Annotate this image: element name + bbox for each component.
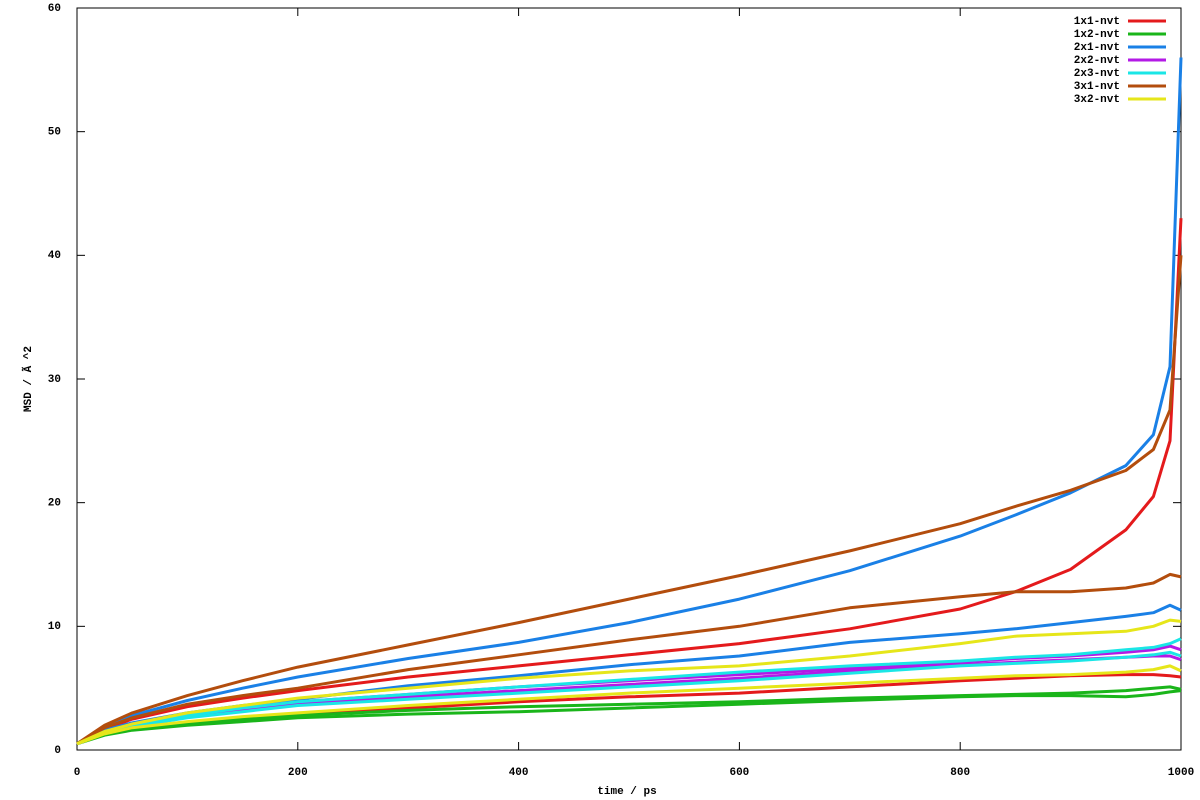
y-tick-label: 30 [48, 374, 61, 386]
x-tick-label: 0 [74, 767, 81, 779]
legend-label: 2x1-nvt [1074, 42, 1120, 54]
legend-label: 1x2-nvt [1074, 29, 1120, 41]
series-line [76, 664, 1182, 746]
x-tick-label: 400 [509, 767, 529, 779]
legend-label: 3x1-nvt [1074, 81, 1120, 93]
series-line [76, 689, 1182, 746]
y-tick-label: 40 [48, 250, 61, 262]
series-line [76, 218, 1183, 746]
series-line [76, 650, 1182, 746]
y-tick-label: 10 [48, 621, 61, 633]
series-line [76, 255, 1183, 746]
legend-label: 2x3-nvt [1074, 68, 1120, 80]
y-tick-label: 60 [48, 3, 61, 15]
y-tick-label: 0 [54, 745, 61, 757]
legend-label: 2x2-nvt [1074, 55, 1120, 67]
series-line [76, 572, 1182, 746]
x-tick-label: 200 [288, 767, 308, 779]
y-tick-label: 20 [48, 498, 61, 510]
y-tick-label: 50 [48, 127, 61, 139]
series-line [76, 618, 1182, 746]
x-tick-label: 600 [729, 767, 749, 779]
y-axis-label: MSD / Ã ^2 [21, 346, 35, 412]
x-tick-label: 800 [950, 767, 970, 779]
series-line [76, 654, 1182, 746]
series-line [76, 637, 1182, 746]
x-axis-label: time / ps [597, 786, 656, 798]
legend-label: 1x1-nvt [1074, 16, 1120, 28]
legend-label: 3x2-nvt [1074, 94, 1120, 106]
x-tick-label: 1000 [1168, 767, 1194, 779]
series-line [76, 57, 1183, 746]
